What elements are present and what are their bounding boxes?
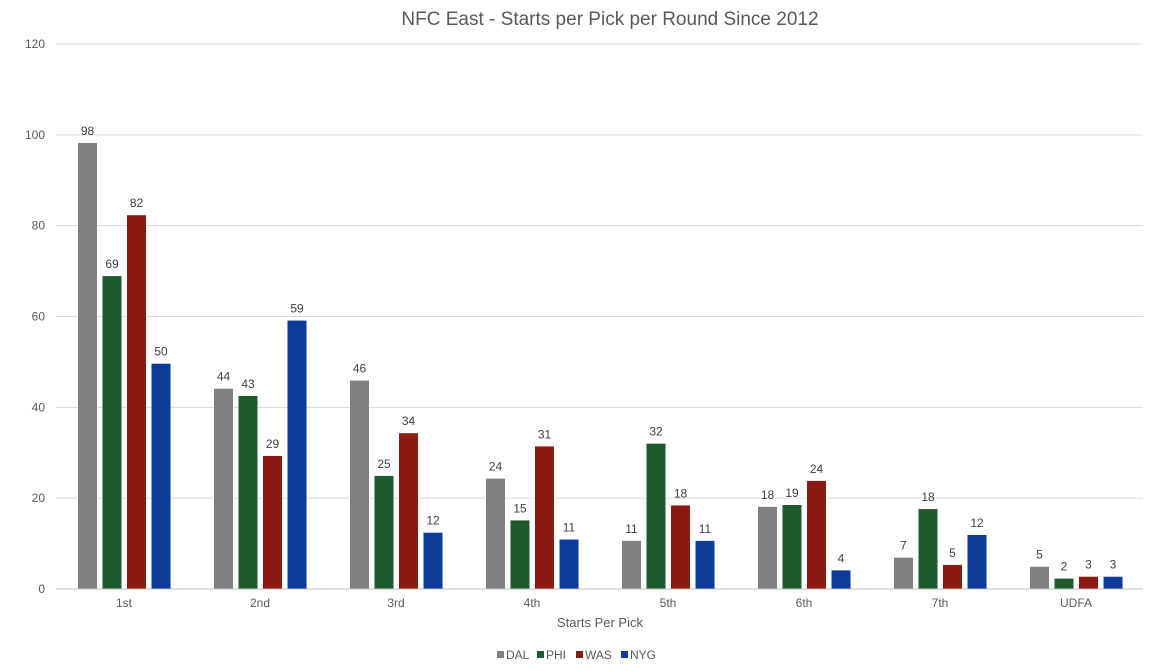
legend-swatch-phi bbox=[537, 651, 544, 658]
bar-was bbox=[263, 455, 282, 589]
x-tick-label: 1st bbox=[116, 596, 133, 610]
data-label: 32 bbox=[649, 425, 663, 439]
bar-dal bbox=[622, 540, 641, 589]
bar-phi bbox=[1054, 578, 1074, 589]
bar-phi bbox=[102, 276, 122, 589]
bar-phi bbox=[374, 475, 394, 589]
y-tick-label: 80 bbox=[32, 219, 46, 233]
bar-nyg bbox=[423, 532, 443, 589]
bar-phi bbox=[646, 443, 666, 589]
data-label: 43 bbox=[241, 377, 255, 391]
data-label: 18 bbox=[921, 490, 935, 504]
x-tick-label: 2nd bbox=[250, 596, 270, 610]
data-label: 12 bbox=[426, 514, 440, 528]
legend-label-dal: DAL bbox=[506, 648, 530, 662]
data-label: 12 bbox=[970, 516, 984, 530]
bar-nyg bbox=[831, 570, 851, 589]
data-label: 5 bbox=[949, 546, 956, 560]
bar-phi bbox=[782, 504, 802, 589]
data-label: 50 bbox=[154, 345, 168, 359]
data-label: 11 bbox=[625, 522, 638, 536]
bar-was bbox=[943, 564, 962, 589]
bar-was bbox=[535, 446, 554, 589]
data-label: 7 bbox=[900, 539, 907, 553]
data-label: 4 bbox=[838, 551, 845, 565]
x-tick-label: 4th bbox=[524, 596, 541, 610]
legend-swatch-was bbox=[576, 651, 583, 658]
data-label: 3 bbox=[1085, 558, 1092, 572]
bar-nyg bbox=[967, 534, 987, 589]
y-tick-label: 100 bbox=[25, 128, 45, 142]
data-label: 15 bbox=[513, 501, 527, 515]
bar-nyg bbox=[151, 363, 171, 589]
legend-swatch-dal bbox=[497, 651, 504, 658]
y-tick-label: 20 bbox=[32, 491, 46, 505]
y-tick-label: 60 bbox=[32, 310, 46, 324]
data-label: 46 bbox=[353, 362, 367, 376]
x-axis-label: Starts Per Pick bbox=[557, 615, 643, 630]
grid-lines bbox=[56, 43, 1143, 499]
data-label: 44 bbox=[217, 370, 231, 384]
data-label: 2 bbox=[1061, 560, 1068, 574]
y-axis-ticks: 0 20 40 60 80 100 120 bbox=[25, 37, 45, 596]
legend: DAL PHI WAS NYG bbox=[497, 648, 656, 662]
chart-title: NFC East - Starts per Pick per Round Sin… bbox=[401, 9, 818, 30]
bar-was bbox=[807, 480, 826, 589]
bar-phi bbox=[918, 509, 938, 589]
data-label: 18 bbox=[761, 488, 775, 502]
data-label: 25 bbox=[377, 457, 391, 471]
bar-was bbox=[671, 505, 690, 589]
bar-nyg bbox=[1103, 576, 1123, 589]
bar-phi bbox=[238, 395, 258, 589]
data-label: 24 bbox=[489, 460, 503, 474]
bar-dal bbox=[78, 143, 97, 589]
y-tick-label: 0 bbox=[38, 582, 45, 596]
bar-dal bbox=[350, 380, 369, 589]
data-label: 11 bbox=[563, 520, 576, 534]
data-label: 59 bbox=[290, 302, 304, 316]
y-tick-label: 40 bbox=[32, 400, 46, 414]
legend-swatch-nyg bbox=[621, 651, 628, 658]
data-label: 24 bbox=[810, 462, 824, 476]
legend-label-was: WAS bbox=[585, 648, 612, 662]
bar-nyg bbox=[287, 320, 307, 589]
legend-label-nyg: NYG bbox=[630, 648, 656, 662]
data-label: 34 bbox=[402, 414, 416, 428]
x-tick-label: 6th bbox=[796, 596, 813, 610]
data-label: 19 bbox=[785, 486, 799, 500]
data-label: 11 bbox=[699, 522, 712, 536]
data-label: 3 bbox=[1110, 558, 1117, 572]
bar-was bbox=[399, 433, 418, 589]
bar-nyg bbox=[559, 539, 579, 589]
data-label: 82 bbox=[130, 196, 144, 210]
bar-dal bbox=[758, 506, 777, 589]
x-tick-label: UDFA bbox=[1060, 596, 1092, 610]
data-label: 18 bbox=[674, 486, 688, 500]
data-label: 29 bbox=[266, 437, 280, 451]
bar-nyg bbox=[695, 540, 715, 589]
data-label: 69 bbox=[105, 257, 119, 271]
data-label: 5 bbox=[1036, 548, 1043, 562]
x-tick-label: 5th bbox=[660, 596, 677, 610]
bar-dal bbox=[1030, 566, 1049, 589]
bar-was bbox=[1079, 576, 1098, 589]
x-tick-label: 3rd bbox=[387, 596, 404, 610]
legend-label-phi: PHI bbox=[546, 648, 566, 662]
bar-dal bbox=[214, 388, 233, 589]
bar-dal bbox=[486, 478, 505, 589]
bar-was bbox=[127, 215, 146, 590]
bars bbox=[78, 143, 1123, 590]
x-axis-ticks: 1st 2nd 3rd 4th 5th 6th 7th UDFA bbox=[116, 596, 1092, 610]
data-label: 98 bbox=[81, 124, 95, 138]
data-label: 31 bbox=[538, 427, 552, 441]
x-tick-label: 7th bbox=[932, 596, 949, 610]
bar-phi bbox=[510, 520, 530, 589]
y-tick-label: 120 bbox=[25, 37, 45, 51]
bar-dal bbox=[894, 557, 913, 589]
